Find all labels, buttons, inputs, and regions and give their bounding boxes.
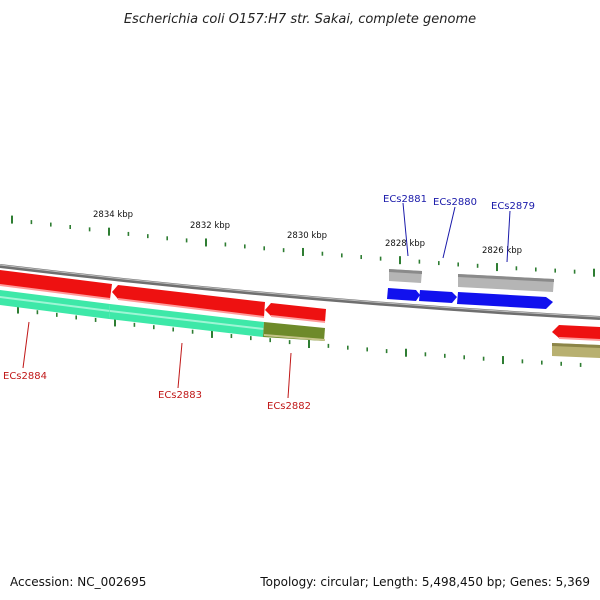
inner-tick-ring <box>17 305 582 367</box>
accession-text: Accession: NC_002695 <box>10 575 147 589</box>
gene-ecs2884-feature[interactable] <box>0 270 112 299</box>
leader-line-ecs2884 <box>22 321 30 369</box>
gene-label-ecs2882[interactable]: ECs2882 <box>267 401 311 412</box>
gene-ecs2880-feature[interactable] <box>419 290 457 303</box>
gene-ecs2881-gc-bar-edge <box>389 269 422 274</box>
map-title: Escherichia coli O157:H7 str. Sakai, com… <box>124 12 476 27</box>
gene-right-edge-feature[interactable] <box>552 325 600 340</box>
ruler-label-2830: 2830 kbp <box>287 231 327 241</box>
ruler-label-2828: 2828 kbp <box>385 239 425 249</box>
gene-right-edge-gc-bar-edge <box>552 343 600 348</box>
leader-line-ecs2881 <box>402 202 409 257</box>
leader-line-ecs2880 <box>442 206 456 259</box>
genome-summary-text: Topology: circular; Length: 5,498,450 bp… <box>260 575 590 589</box>
gene-label-ecs2881[interactable]: ECs2881 <box>383 194 427 205</box>
gene-ecs2883-feature[interactable] <box>112 285 265 317</box>
gene-ecs2882-feature-edge <box>271 315 325 323</box>
gene-ecs2881-feature[interactable] <box>387 288 420 301</box>
outer-tick-ring <box>11 215 595 277</box>
leader-line-ecs2883 <box>177 342 183 389</box>
gene-ecs2884-feature-edge <box>0 284 110 300</box>
gene-label-ecs2884[interactable]: ECs2884 <box>3 371 47 382</box>
gene-ecs2884-gc-bar-band <box>0 296 110 312</box>
gene-ecs2882-feature[interactable] <box>265 303 326 322</box>
leader-line-ecs2882 <box>287 352 292 399</box>
leader-line-ecs2879 <box>506 210 511 263</box>
gene-right-edge-feature-edge <box>559 337 600 341</box>
gene-label-ecs2880[interactable]: ECs2880 <box>433 197 477 208</box>
ruler-label-2834: 2834 kbp <box>93 210 133 220</box>
gene-ecs2883-gc-bar-band <box>110 310 264 330</box>
genome-backbone <box>0 264 600 320</box>
genome-backbone-highlight <box>0 264 600 318</box>
gene-ecs2882-gc-bar-band <box>264 334 325 341</box>
gene-ecs2883-feature-edge <box>118 298 264 318</box>
gene-label-ecs2883[interactable]: ECs2883 <box>158 390 202 401</box>
gene-ecs2879-gc-bar-edge <box>458 274 554 282</box>
ruler-label-2826: 2826 kbp <box>482 246 522 256</box>
gene-label-ecs2879[interactable]: ECs2879 <box>491 201 535 212</box>
ruler-label-2832: 2832 kbp <box>190 221 230 231</box>
gene-ecs2879-feature[interactable] <box>457 292 553 309</box>
